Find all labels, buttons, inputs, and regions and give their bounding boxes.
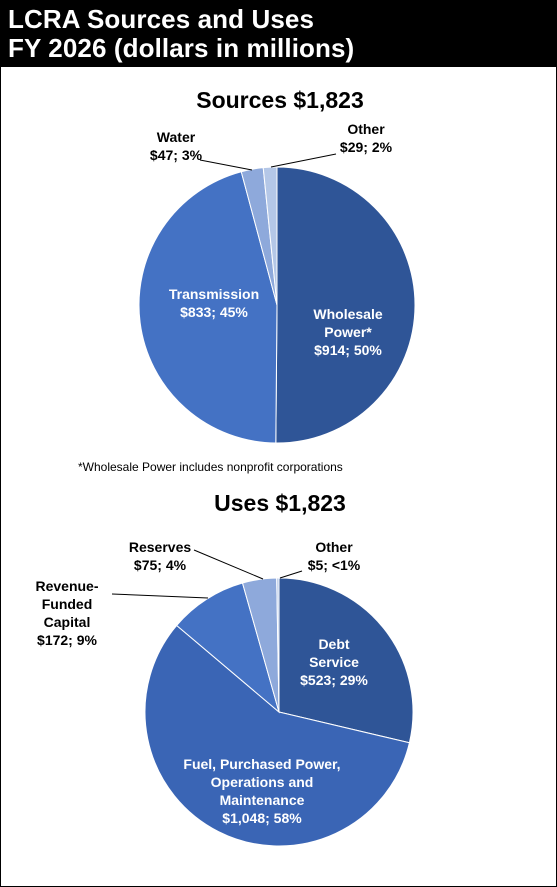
data-label-other: Other $29; 2% <box>340 121 393 155</box>
data-label-line: Other <box>315 539 353 555</box>
data-label-line: $833; 45% <box>180 304 248 320</box>
data-label-fuel-purchased-power-operations-and-maintenance: Fuel, Purchased Power, Operations and Main… <box>183 756 340 826</box>
leader-line-water <box>199 159 253 171</box>
data-label-line: $47; 3% <box>150 147 203 163</box>
data-label-line: Reserves <box>129 539 191 555</box>
data-label-line: Maintenance <box>220 792 305 808</box>
data-label-line: $1,048; 58% <box>222 810 302 826</box>
page-header: LCRA Sources and Uses FY 2026 (dollars i… <box>0 0 557 67</box>
header-title-line1: LCRA Sources and Uses <box>8 4 315 34</box>
pie-slice-transmission <box>138 171 278 444</box>
charts-canvas: Sources $1,823 Wholesale Power* $914; 50% T… <box>35 87 416 847</box>
data-label-line: $914; 50% <box>314 342 382 358</box>
leader-line-revenue-funded-capital <box>111 593 209 599</box>
data-label-line: $75; 4% <box>134 557 187 573</box>
leader-line-other <box>270 153 337 168</box>
data-label-line: $29; 2% <box>340 139 393 155</box>
pie-slice-other <box>276 577 280 713</box>
data-label-other: Other $5; <1% <box>308 539 361 573</box>
header-title-line2: FY 2026 (dollars in millions) <box>8 33 355 63</box>
data-label-wholesale-power: Wholesale Power* $914; 50% <box>313 306 382 358</box>
data-label-line: Fuel, Purchased Power, <box>183 756 340 772</box>
data-label-line: $523; 29% <box>300 672 368 688</box>
pie-slice-debt-service <box>278 577 414 744</box>
data-label-line: $5; <1% <box>308 557 361 573</box>
data-label-line: Operations and <box>211 774 314 790</box>
data-label-line: Transmission <box>169 286 259 302</box>
data-label-line: Wholesale <box>313 306 382 322</box>
pie-slice-fuel-purchased-power-operations-and-maintenance <box>144 624 411 847</box>
data-label-water: Water $47; 3% <box>150 129 203 163</box>
data-label-line: Other <box>347 121 385 137</box>
data-label-line: Water <box>157 129 196 145</box>
data-label-line: Revenue- <box>35 578 98 594</box>
pie-slice-wholesale-power <box>275 166 416 444</box>
data-label-line: Funded <box>42 596 93 612</box>
sources-chart-title: Sources $1,823 <box>196 87 364 113</box>
leader-line-reserves <box>193 549 264 580</box>
pie-slice-other <box>262 166 278 306</box>
data-label-line: Power* <box>324 324 372 340</box>
data-label-line: Debt <box>318 636 349 652</box>
data-label-reserves: Reserves $75; 4% <box>129 539 191 573</box>
data-label-transmission: Transmission $833; 45% <box>169 286 259 320</box>
data-label-line: $172; 9% <box>37 632 97 648</box>
pie-slice-revenue-funded-capital <box>176 582 280 714</box>
data-label-line: Capital <box>44 614 91 630</box>
footnote: *Wholesale Power includes nonprofit corp… <box>78 460 343 474</box>
sources-pie: Wholesale Power* $914; 50% Transmission $833… <box>138 121 416 444</box>
data-label-line: Service <box>309 654 359 670</box>
data-label-debt-service: Debt Service $523; 29% <box>300 636 368 688</box>
uses-chart-title: Uses $1,823 <box>214 490 346 516</box>
leader-line-other <box>279 570 303 579</box>
uses-pie: Debt Service $523; 29% Fuel, Purchased Powe… <box>35 539 414 847</box>
data-label-revenue-funded-capital: Revenue- Funded Capital $172; 9% <box>35 578 98 648</box>
